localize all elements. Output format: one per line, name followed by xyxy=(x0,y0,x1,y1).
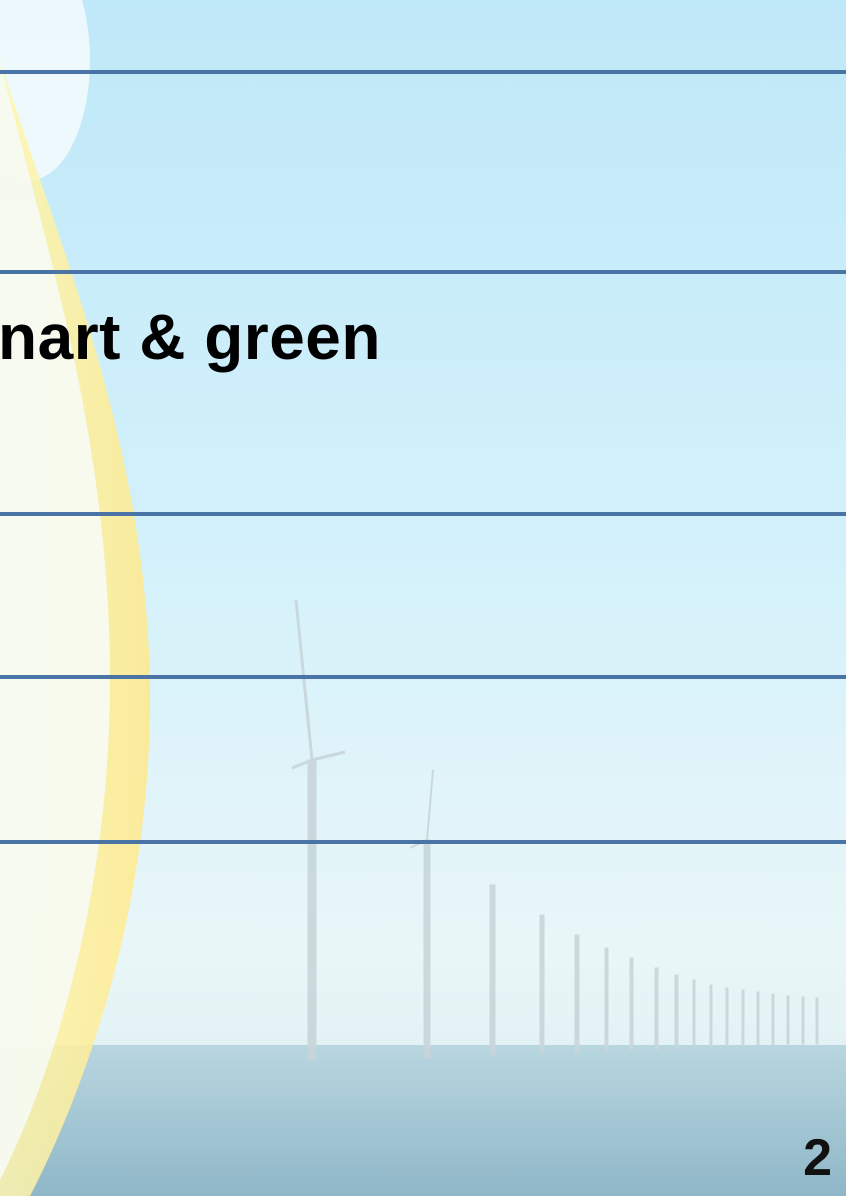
page-number: 2 xyxy=(803,1128,832,1188)
slide: nart & green 2 xyxy=(0,0,846,1196)
background xyxy=(0,0,846,1196)
slide-title: nart & green xyxy=(0,300,381,374)
